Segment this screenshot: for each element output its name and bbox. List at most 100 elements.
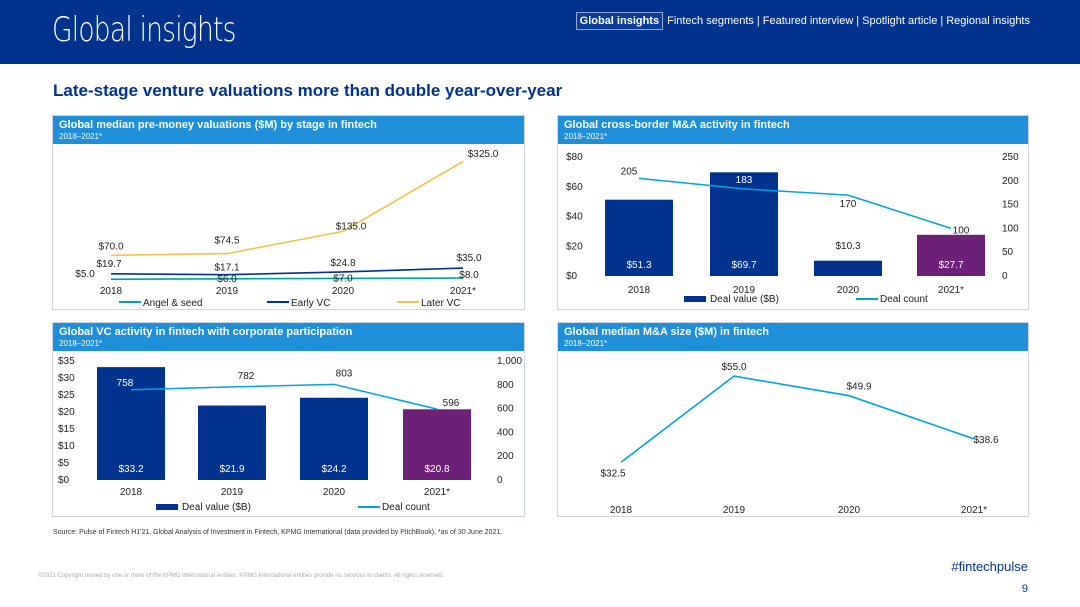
page-number: 9 bbox=[1021, 583, 1028, 595]
bar-value-label: $33.2 bbox=[118, 464, 143, 475]
x-tick-label: 2018 bbox=[100, 286, 123, 297]
right-axis-tick: 100 bbox=[1002, 223, 1019, 234]
right-axis-tick: 250 bbox=[1002, 152, 1019, 163]
x-tick-label: 2019 bbox=[723, 505, 746, 516]
line-value-label: 782 bbox=[238, 371, 255, 382]
nav-item-fintech-segments[interactable]: Fintech segments bbox=[667, 15, 754, 27]
left-axis-tick: $25 bbox=[58, 390, 75, 401]
legend-label: Deal count bbox=[382, 502, 430, 513]
nav-separator: | bbox=[856, 15, 860, 27]
x-tick-label: 2018 bbox=[120, 487, 143, 498]
panel-header: Global median pre-money valuations ($M) … bbox=[53, 116, 524, 144]
right-axis-tick: 1,000 bbox=[497, 356, 522, 367]
x-tick-label: 2021* bbox=[424, 487, 450, 498]
panel-header: Global cross-border M&A activity in fint… bbox=[558, 116, 1028, 144]
bar-value-label: $21.9 bbox=[219, 464, 244, 475]
left-axis-tick: $60 bbox=[566, 182, 583, 193]
bar bbox=[198, 405, 266, 480]
line-value-label: 803 bbox=[336, 368, 353, 379]
bar-value-label: $69.7 bbox=[731, 260, 756, 271]
series-line-early-vc bbox=[110, 267, 464, 276]
panel-header: Global VC activity in fintech with corpo… bbox=[53, 323, 524, 351]
right-axis-tick: 600 bbox=[497, 404, 514, 415]
left-axis-tick: $20 bbox=[58, 407, 75, 418]
x-tick-label: 2021* bbox=[450, 286, 476, 297]
data-label: $19.7 bbox=[96, 259, 121, 270]
data-label: $135.0 bbox=[336, 221, 367, 232]
bar bbox=[97, 367, 165, 480]
right-axis-tick: 0 bbox=[1002, 271, 1008, 282]
x-tick-label: 2018 bbox=[628, 285, 651, 296]
legend-swatch bbox=[684, 296, 706, 302]
data-label: $17.1 bbox=[214, 263, 239, 274]
x-tick-label: 2018 bbox=[610, 505, 633, 516]
bar bbox=[605, 199, 673, 276]
nav-separator: | bbox=[940, 15, 944, 27]
x-tick-label: 2021* bbox=[961, 505, 987, 516]
crossborder-panel: Global cross-border M&A activity in fint… bbox=[557, 115, 1029, 310]
top-nav: Global insights Fintech segments | Featu… bbox=[575, 12, 1030, 30]
left-axis-tick: $0 bbox=[58, 475, 70, 486]
bar bbox=[403, 409, 471, 480]
valuations-chart: $5.0 $6.0 $7.0 $8.0 $19.7 $17.1 $24.8 $35.0 $70.… bbox=[75, 149, 498, 309]
bar-value-label: $51.3 bbox=[626, 260, 651, 271]
nav-item-regional-insights[interactable]: Regional insights bbox=[946, 15, 1030, 27]
chart-title: Global cross-border M&A activity in fint… bbox=[564, 119, 790, 131]
x-tick-label: 2020 bbox=[838, 505, 861, 516]
brand-title: Global insights bbox=[52, 10, 236, 50]
deal-count-line bbox=[130, 383, 438, 410]
masize-chart: $32.5 $55.0 $49.9 $38.6 2018 2019 2020 2021* bbox=[600, 362, 998, 516]
bar-value-label: $24.2 bbox=[321, 464, 346, 475]
nav-item-featured-interview[interactable]: Featured interview bbox=[762, 15, 854, 27]
right-axis-tick: 0 bbox=[497, 475, 503, 486]
data-label: $32.5 bbox=[600, 468, 625, 479]
legend-label: Later VC bbox=[421, 298, 460, 309]
cvc-chart: $0 $5 $10 $15 $20 $25 $30 $35 0 200 400 600 800 1,000… bbox=[58, 356, 522, 513]
x-tick-label: 2019 bbox=[221, 487, 244, 498]
line-value-label: 596 bbox=[443, 398, 460, 409]
hashtag[interactable]: #fintechpulse bbox=[951, 559, 1028, 574]
left-axis-tick: $80 bbox=[566, 152, 583, 163]
legend-label: Deal value ($B) bbox=[182, 502, 251, 513]
x-tick-label: 2020 bbox=[323, 487, 346, 498]
left-axis-tick: $40 bbox=[566, 212, 583, 223]
x-tick-label: 2019 bbox=[216, 286, 239, 297]
data-label: $6.0 bbox=[217, 274, 237, 285]
right-axis-tick: 200 bbox=[497, 451, 514, 462]
chart-subtitle: 2018–2021* bbox=[564, 132, 608, 141]
cvc-panel: Global VC activity in fintech with corpo… bbox=[52, 322, 525, 517]
legend-label: Angel & seed bbox=[143, 298, 203, 309]
deal-count-line bbox=[638, 177, 952, 230]
left-axis-tick: $15 bbox=[58, 424, 75, 435]
series-line-angel-seed bbox=[110, 277, 464, 280]
line-value-label: 758 bbox=[117, 378, 134, 389]
left-axis-tick: $20 bbox=[566, 241, 583, 252]
right-axis-tick: 200 bbox=[1002, 176, 1019, 187]
right-axis-tick: 150 bbox=[1002, 200, 1019, 211]
chart-title: Global VC activity in fintech with corpo… bbox=[59, 326, 353, 338]
source-footnote: Source: Pulse of Fintech H1'21, Global A… bbox=[53, 529, 503, 536]
x-tick-label: 2020 bbox=[332, 286, 355, 297]
data-label: $35.0 bbox=[456, 253, 481, 264]
data-label: $38.6 bbox=[973, 435, 998, 446]
nav-item-spotlight-article[interactable]: Spotlight article bbox=[862, 15, 938, 27]
data-label: $70.0 bbox=[98, 241, 123, 252]
legend-label: Early VC bbox=[291, 298, 330, 309]
legend-swatch bbox=[156, 504, 178, 510]
data-label: $5.0 bbox=[75, 269, 95, 280]
left-axis-tick: $5 bbox=[58, 458, 70, 469]
nav-separator: | bbox=[756, 15, 760, 27]
data-label: $24.8 bbox=[330, 258, 355, 269]
series-line bbox=[620, 375, 975, 463]
chart-subtitle: 2018–2021* bbox=[59, 339, 103, 348]
header-banner: Global insights Global insights Fintech … bbox=[0, 0, 1080, 64]
chart-title: Global median M&A size ($M) in fintech bbox=[564, 326, 769, 338]
page-headline: Late-stage venture valuations more than … bbox=[53, 81, 563, 100]
legend-label: Deal value ($B) bbox=[710, 294, 779, 305]
masize-panel: Global median M&A size ($M) in fintech 2… bbox=[557, 322, 1029, 517]
right-axis-tick: 800 bbox=[497, 380, 514, 391]
bar-value-label: $20.8 bbox=[424, 464, 449, 475]
data-label: $55.0 bbox=[721, 362, 746, 373]
nav-item-global-insights[interactable]: Global insights bbox=[575, 12, 664, 30]
x-tick-label: 2020 bbox=[837, 285, 860, 296]
